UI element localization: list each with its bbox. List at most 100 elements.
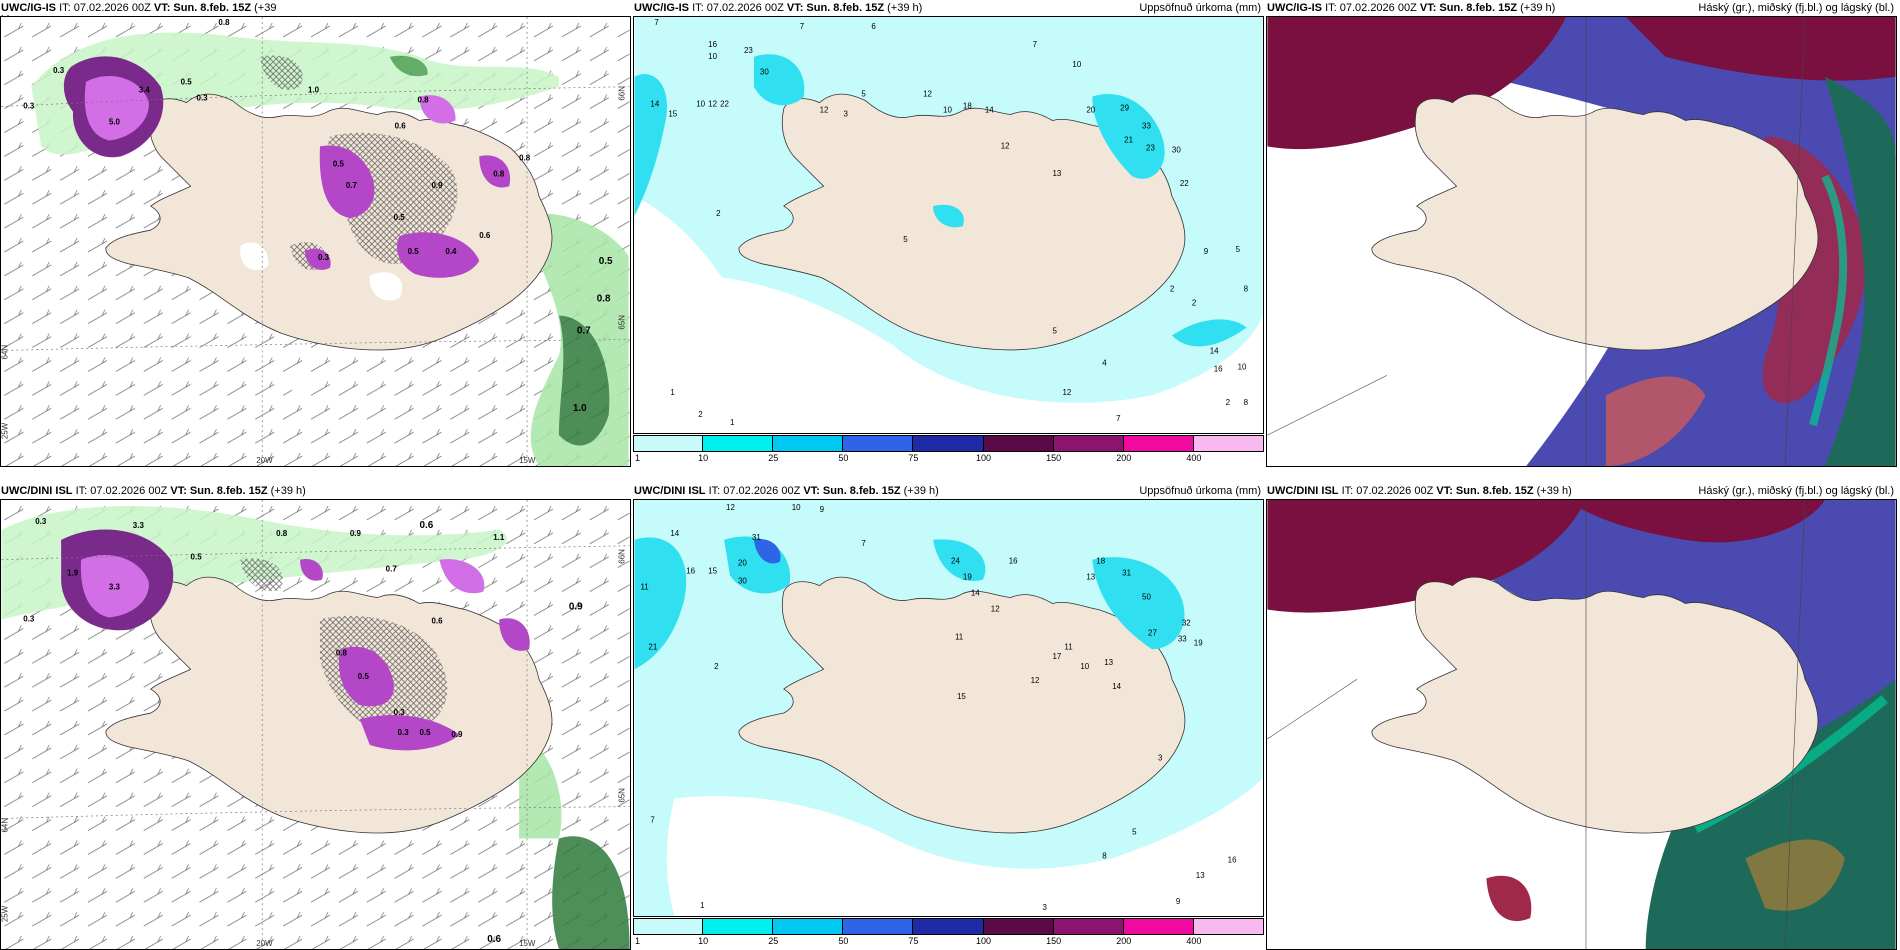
graticule: [1, 17, 630, 466]
snow-map: 0.3 3.3 1.9 3.3 0.8 0.6 0.5 0.3 0.9 0.5 …: [0, 499, 631, 950]
precip-map: 7 16 10 14 15 10 12 22 23 30 12 7 3 5 6 …: [633, 16, 1264, 434]
colorbar-tick: 150: [1046, 453, 1062, 463]
low-cloud: [1745, 839, 1845, 911]
axis-label-65n: 65N: [618, 788, 627, 803]
value-label: 0.3: [23, 614, 35, 623]
colorbar-frame: [633, 435, 1264, 452]
colorbar-swatch: [1053, 918, 1124, 935]
value-label: 0.5: [358, 672, 370, 681]
value-label: 10: [708, 52, 717, 61]
panel-title: Háský (gr.), miðský (fj.bl.) og lágský (…: [1698, 2, 1894, 14]
colorbar-swatch: [983, 435, 1054, 452]
valid-time: VT: Sun. 8.feb. 15Z: [803, 485, 901, 497]
value-label: 2: [714, 662, 719, 671]
value-label: 9: [1204, 247, 1209, 256]
value-label: 12: [820, 106, 829, 115]
lead-time: (+39 h): [887, 2, 923, 14]
value-label: 0.3: [394, 708, 406, 717]
value-label: 2: [1192, 299, 1197, 308]
valid-time: VT: Sun. 8.feb. 15Z: [1419, 2, 1518, 14]
panel-header: UWC/DINI ISL IT: 07.02.2026 00Z VT: Sun.…: [1266, 483, 1897, 499]
value-label: 12: [708, 100, 717, 109]
high-cloud-n: [1566, 500, 1825, 543]
colorbar-tick: 10: [698, 453, 709, 463]
value-label: 7: [654, 18, 659, 27]
colorbar-tick: 25: [768, 453, 779, 463]
model-name: UWC/DINI ISL: [1, 485, 73, 497]
high-cloud: [1267, 500, 1586, 613]
value-label: 2: [1226, 398, 1231, 407]
white-gaps: [240, 242, 403, 394]
value-label: 5: [1132, 827, 1137, 836]
value-label: 7: [861, 539, 866, 548]
colorbar-swatch: [773, 435, 844, 452]
graticule: [1267, 500, 1806, 949]
value-label: 0.7: [386, 565, 398, 574]
colorbar-swatch: [1123, 435, 1194, 452]
value-label: 9: [1176, 897, 1181, 906]
value-label: 1.0: [573, 403, 587, 414]
colorbar-swatch: [1123, 918, 1194, 935]
value-label: 0.9: [431, 181, 443, 190]
value-label: 12: [991, 604, 1000, 613]
value-label: 1: [670, 388, 675, 397]
value-label: 1.1: [493, 533, 505, 542]
value-label: 12: [1001, 141, 1010, 150]
value-label: 4: [1102, 358, 1107, 367]
value-label: 5: [1236, 245, 1241, 254]
valid-time: VT: Sun. 8.feb. 15Z: [153, 2, 252, 14]
value-label: 0.5: [420, 728, 432, 737]
value-label: 3: [1158, 754, 1163, 763]
colorbar-tick: 400: [1186, 936, 1202, 946]
colorbar-tick: 75: [908, 453, 919, 463]
precip-max: [634, 536, 1185, 670]
dry-area: [634, 273, 1263, 433]
colorbar-tick: 200: [1116, 453, 1132, 463]
value-label: 15: [708, 567, 717, 576]
value-label: 0.8: [218, 18, 230, 27]
colorbar-tick: 100: [976, 936, 992, 946]
value-label: 22: [1180, 179, 1189, 188]
high-cloud-south: [1486, 875, 1532, 922]
init-time: IT: 07.02.2026 00Z: [708, 485, 801, 497]
colorbar: 1 10 25 50 75 100 150 200 400: [633, 918, 1264, 946]
value-label: 0.8: [336, 648, 348, 657]
colorbar-frame: [633, 918, 1264, 935]
value-label: 0.8: [519, 153, 531, 162]
value-label: 1.0: [308, 86, 320, 95]
graticule: [1, 500, 630, 949]
value-label: 0.3: [35, 517, 47, 526]
value-label: 16: [1228, 855, 1237, 864]
value-label: 21: [1124, 135, 1133, 144]
value-label: 1.9: [67, 569, 79, 578]
value-label: 9: [820, 505, 825, 514]
value-label: 3.4: [139, 86, 151, 95]
value-label: 0.9: [451, 730, 463, 739]
model-name: UWC/IG-IS: [1, 2, 56, 14]
value-label: 11: [1064, 642, 1073, 651]
init-time: IT: 07.02.2026 00Z: [59, 2, 151, 14]
init-time: IT: 07.02.2026 00Z: [1325, 2, 1417, 14]
green-high-cloud: [1824, 76, 1896, 466]
value-label: 20: [738, 559, 747, 568]
value-label: 32: [1182, 618, 1191, 627]
panel-clouds-bottom: UWC/DINI ISL IT: 07.02.2026 00Z VT: Sun.…: [1266, 483, 1897, 950]
high-cloud-ne: [1625, 17, 1896, 81]
value-label: 21: [648, 642, 657, 651]
dry-area-west: [634, 196, 744, 433]
axis-label-20w: 20W: [256, 456, 273, 465]
colorbar-tick: 25: [768, 936, 779, 946]
value-label: 0.5: [191, 553, 203, 562]
value-label: 18: [963, 102, 972, 111]
value-label: 0.3: [398, 728, 410, 737]
value-label: 7: [650, 815, 655, 824]
value-label: 6: [871, 22, 876, 31]
value-label: 7: [1116, 414, 1121, 423]
axis-label-64n: 64N: [0, 345, 9, 360]
value-label: 31: [752, 533, 761, 542]
value-label: 0.5: [333, 159, 345, 168]
panel-header: UWC/IG-IS IT: 07.02.2026 00Z VT: Sun. 8.…: [0, 0, 631, 16]
value-label: 0.8: [276, 529, 288, 538]
axis-label-15w: 15W: [519, 939, 536, 948]
value-label: 19: [963, 573, 972, 582]
